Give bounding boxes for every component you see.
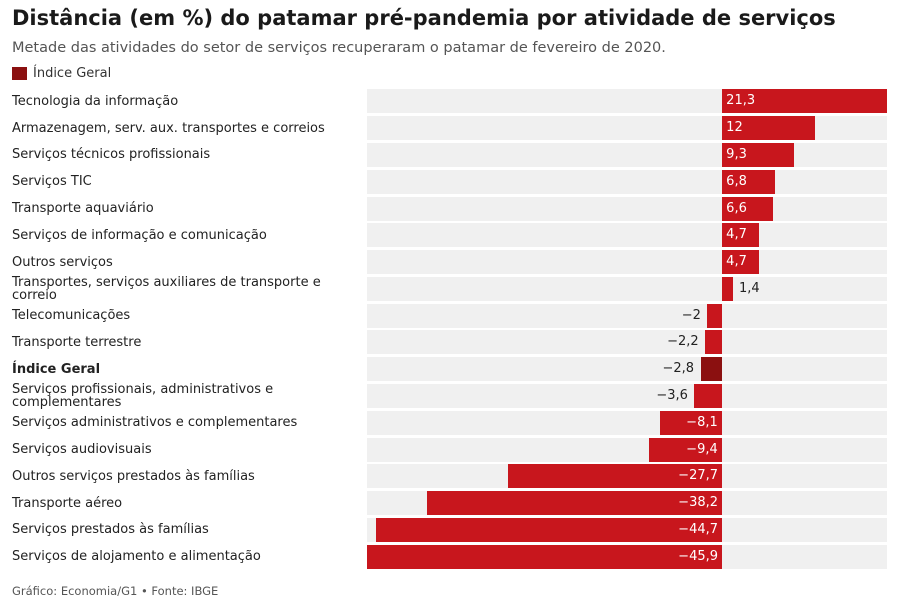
bar [376,517,723,542]
value-label: 6,8 [726,173,747,189]
row-background [367,330,887,355]
category-label: Serviços TIC [12,174,92,190]
category-label: Serviços audiovisuais [12,442,152,457]
bar [722,169,775,194]
value-label: −2,8 [662,361,695,377]
value-label: −9,4 [686,441,718,457]
value-label: 1,4 [739,280,760,296]
value-label: 9,3 [726,146,747,162]
value-label: 12 [726,120,743,136]
category-label: Tecnologia da informação [12,93,179,109]
value-label: 4,7 [726,227,747,243]
category-label: Transporte aquaviário [12,201,154,216]
row-background [367,383,887,408]
category-label: Índice Geral [12,361,101,377]
value-label: −27,7 [678,468,719,484]
value-label: −8,1 [686,414,718,430]
row-background [367,357,887,382]
bar [722,116,816,141]
value-label: −2,2 [667,334,699,350]
category-label: Outros serviços [12,254,113,270]
legend-swatch-indice-geral [12,67,27,80]
category-label: Telecomunicações [12,308,131,324]
row-background [367,276,887,301]
category-label: Armazenagem, serv. aux. transportes e co… [12,120,325,136]
value-label: −44,7 [678,521,719,537]
legend-label: Índice Geral [33,66,112,81]
value-label: 4,7 [726,254,747,270]
bar [367,544,723,569]
value-label: 6,6 [726,200,747,216]
row-background [367,410,887,435]
row-background [367,142,887,167]
chart-subtitle: Metade das atividades do setor de serviç… [12,40,666,56]
category-label: Serviços de alojamento e alimentação [12,549,261,565]
bar [722,89,887,114]
bar [426,491,723,516]
bar [722,250,759,275]
row-background [367,169,887,194]
category-label: Transporte terrestre [12,334,142,350]
bar [722,196,774,221]
legend: Índice Geral [12,66,111,81]
row-background [367,223,887,248]
row-background [367,303,887,328]
category-label: Transportes, serviços auxiliares de tran… [12,274,321,303]
value-label: −2 [681,307,701,323]
bar [507,464,723,489]
bar [659,410,723,435]
category-label: Transporte aéreo [12,495,123,511]
value-label: 21,3 [726,93,756,109]
bar [722,276,733,301]
bar [649,437,723,462]
category-label: Serviços administrativos e complementare… [12,415,298,431]
row-background [367,250,887,275]
category-label: Serviços de informação e comunicação [12,227,267,243]
category-label: Serviços prestados às famílias [12,522,209,538]
category-label: Outros serviços prestados às famílias [12,468,255,484]
bar [722,142,795,167]
value-label: −38,2 [678,495,719,511]
category-label: Serviços técnicos profissionais [12,147,211,163]
bar [722,223,759,248]
bar-chart: Tecnologia da informação 21,3 Armazenagem,… [0,88,900,570]
bar [694,383,723,408]
row-background [367,196,887,221]
bar [706,303,723,328]
bar-highlight [700,357,723,382]
bar [705,330,723,355]
chart-title: Distância (em %) do patamar pré-pandemia… [12,6,836,30]
source-footer: Gráfico: Economia/G1 • Fonte: IBGE [12,584,219,598]
category-label: Serviços profissionais, administrativos … [12,381,274,410]
row-background [367,437,887,462]
value-label: −3,6 [656,387,688,403]
value-label: −45,9 [678,548,719,564]
